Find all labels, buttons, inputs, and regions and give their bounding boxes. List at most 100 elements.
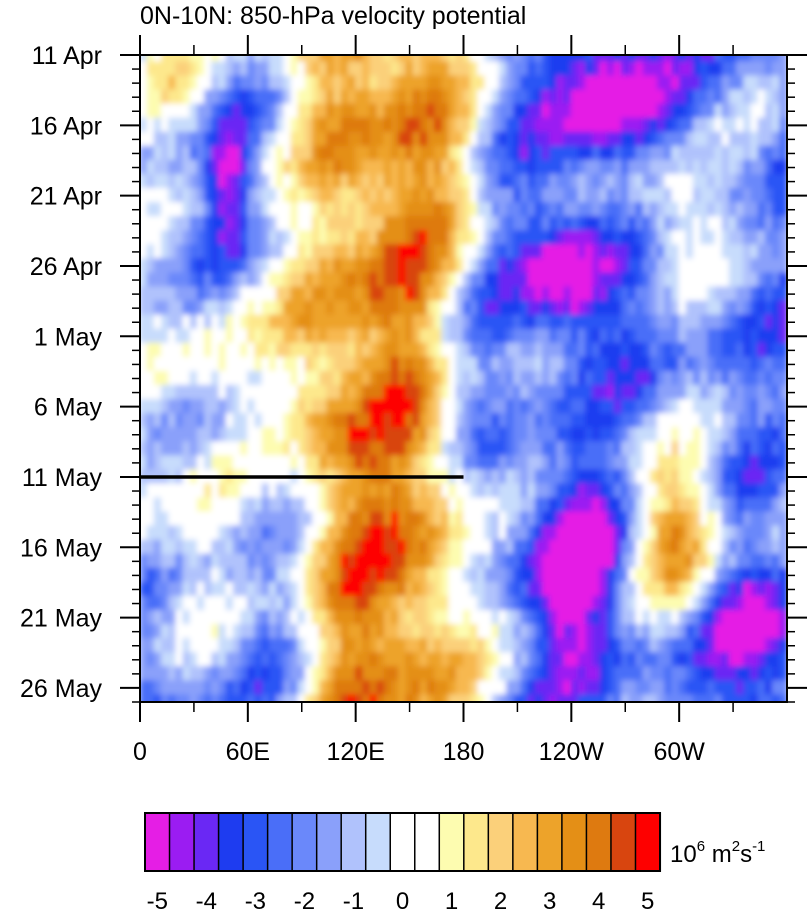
heatmap-cell <box>369 384 379 401</box>
heatmap-cell <box>484 103 494 120</box>
heatmap-cell <box>671 384 680 401</box>
heatmap-cell <box>541 61 551 77</box>
heatmap-cell <box>189 553 199 570</box>
heatmap-cell <box>556 539 565 556</box>
heatmap-cell <box>649 525 659 542</box>
heatmap-cell <box>592 103 601 120</box>
heatmap-cell <box>692 230 702 246</box>
heatmap-cell <box>319 427 328 443</box>
heatmap-cell <box>657 188 666 204</box>
heatmap-cell <box>383 441 393 457</box>
heatmap-cell <box>376 370 386 387</box>
heatmap-cell <box>326 356 335 373</box>
heatmap-cell <box>462 370 472 387</box>
heatmap-cell <box>168 159 177 176</box>
heatmap-cell <box>563 638 573 654</box>
heatmap-cell <box>613 497 623 513</box>
heatmap-cell <box>448 103 458 120</box>
heatmap-cell <box>685 441 695 457</box>
heatmap-cell <box>218 216 228 232</box>
heatmap-cell <box>714 525 724 542</box>
heatmap-cell <box>757 455 767 471</box>
heatmap-cell <box>182 666 192 682</box>
heatmap-cell <box>642 694 652 702</box>
heatmap-cell <box>743 525 752 542</box>
heatmap-cell <box>671 581 680 598</box>
heatmap-cell <box>146 511 156 527</box>
heatmap-cell <box>196 230 206 246</box>
heatmap-cell <box>527 89 537 106</box>
heatmap-cell <box>764 483 774 499</box>
heatmap-cell <box>527 539 537 556</box>
heatmap-cell <box>671 328 680 345</box>
heatmap-cell <box>498 567 508 584</box>
heatmap-cell <box>376 384 386 401</box>
heatmap-cell <box>606 300 616 317</box>
heatmap-cell <box>355 384 364 401</box>
heatmap-cell <box>211 609 220 626</box>
heatmap-cell <box>671 55 680 63</box>
heatmap-cell <box>513 342 522 359</box>
heatmap-cell <box>369 342 379 359</box>
heatmap-cell <box>182 328 192 345</box>
heatmap-cell <box>254 188 264 204</box>
heatmap-cell <box>326 75 335 91</box>
heatmap-cell <box>398 314 407 331</box>
heatmap-cell <box>462 300 472 317</box>
heatmap-cell <box>563 441 573 457</box>
heatmap-cell <box>160 384 170 401</box>
heatmap-cell <box>549 539 558 556</box>
heatmap-cell <box>196 356 206 373</box>
heatmap-cell <box>304 581 314 598</box>
heatmap-cell <box>175 427 184 443</box>
heatmap-cell <box>168 483 177 499</box>
colorbar-box <box>634 812 662 872</box>
heatmap-cell <box>311 159 321 176</box>
heatmap-cell <box>721 272 731 288</box>
heatmap-cell <box>261 145 271 162</box>
heatmap-cell <box>606 595 616 612</box>
heatmap-cell <box>204 61 213 77</box>
heatmap-cell <box>556 159 565 176</box>
heatmap-cell <box>498 483 508 499</box>
heatmap-cell <box>182 399 192 415</box>
heatmap-cell <box>254 539 264 556</box>
heatmap-cell <box>355 441 364 457</box>
heatmap-cell <box>692 652 702 668</box>
heatmap-cell <box>621 609 630 626</box>
heatmap-cell <box>326 441 335 457</box>
heatmap-cell <box>592 413 601 429</box>
heatmap-cell <box>326 370 335 387</box>
heatmap-cell <box>621 258 630 274</box>
heatmap-cell <box>506 595 515 612</box>
heatmap-cell <box>613 652 623 668</box>
heatmap-cell <box>714 581 724 598</box>
heatmap-cell <box>757 117 767 134</box>
heatmap-cell <box>168 216 177 232</box>
heatmap-cell <box>340 399 350 415</box>
heatmap-cell <box>419 188 429 204</box>
heatmap-cell <box>700 567 709 584</box>
heatmap-cell <box>268 61 278 77</box>
heatmap-cell <box>570 356 580 373</box>
heatmap-cell <box>140 89 148 106</box>
heatmap-cell <box>297 525 307 542</box>
heatmap-cell <box>470 103 479 120</box>
heatmap-cell <box>247 567 256 584</box>
heatmap-cell <box>196 694 206 702</box>
heatmap-cell <box>728 399 738 415</box>
heatmap-cell <box>664 455 673 471</box>
heatmap-cell <box>160 216 170 232</box>
heatmap-cell <box>268 314 278 331</box>
heatmap-cell <box>506 61 515 77</box>
heatmap-cell <box>426 356 436 373</box>
heatmap-cell <box>140 666 148 682</box>
heatmap-cell <box>678 145 688 162</box>
heatmap-cell <box>585 117 594 134</box>
heatmap-cell <box>642 272 652 288</box>
heatmap-cell <box>355 173 364 190</box>
heatmap-cell <box>283 328 292 345</box>
heatmap-cell <box>585 89 594 106</box>
heatmap-cell <box>218 694 228 702</box>
heatmap-cell <box>642 609 652 626</box>
